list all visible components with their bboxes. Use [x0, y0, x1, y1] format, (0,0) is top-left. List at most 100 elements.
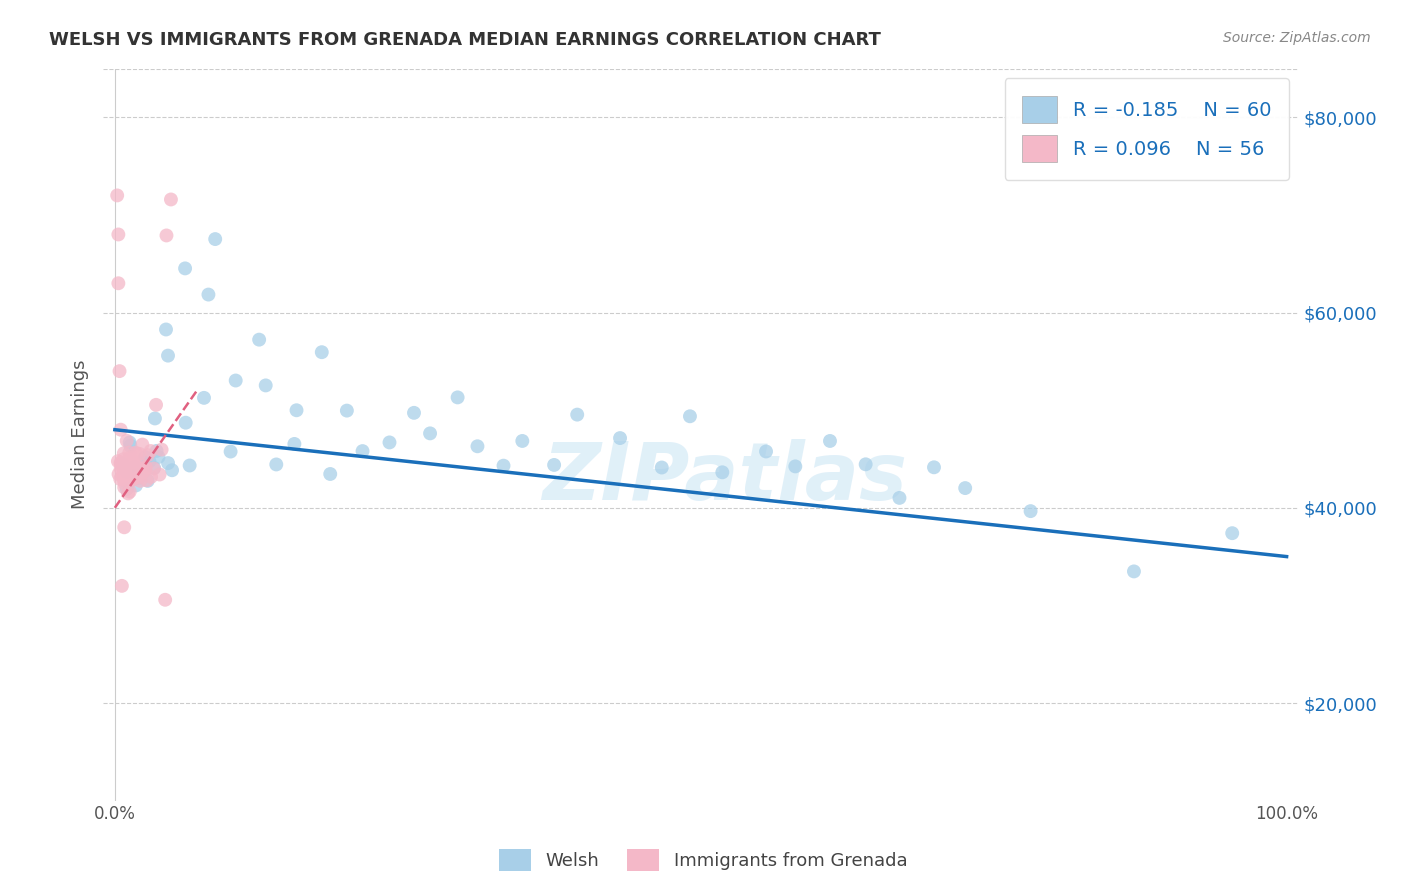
- Point: [467, 439, 489, 453]
- Point: [112, 446, 135, 460]
- Point: [118, 450, 141, 465]
- Point: [134, 450, 156, 464]
- Point: [121, 472, 143, 486]
- Point: [143, 411, 166, 425]
- Point: [111, 579, 134, 593]
- Point: [110, 457, 132, 471]
- Point: [115, 465, 138, 479]
- Point: [111, 457, 134, 471]
- Point: [112, 467, 135, 482]
- Point: [121, 473, 143, 487]
- Point: [247, 333, 270, 347]
- Point: [889, 491, 911, 505]
- Point: [107, 454, 129, 468]
- Point: [510, 434, 533, 448]
- Point: [319, 467, 342, 481]
- Point: [135, 460, 157, 475]
- Point: [127, 471, 149, 485]
- Point: [125, 445, 148, 459]
- Point: [110, 456, 132, 470]
- Point: [285, 403, 308, 417]
- Point: [115, 482, 138, 496]
- Text: Source: ZipAtlas.com: Source: ZipAtlas.com: [1223, 31, 1371, 45]
- Point: [129, 464, 152, 478]
- Point: [118, 435, 141, 450]
- Point: [135, 451, 157, 466]
- Y-axis label: Median Earnings: Median Earnings: [72, 359, 89, 509]
- Point: [114, 464, 136, 478]
- Point: [112, 452, 135, 467]
- Point: [150, 442, 173, 457]
- Point: [112, 520, 135, 534]
- Point: [149, 467, 172, 482]
- Point: [124, 469, 146, 483]
- Point: [419, 426, 441, 441]
- Point: [127, 470, 149, 484]
- Point: [179, 458, 201, 473]
- Point: [139, 470, 162, 484]
- Point: [121, 454, 143, 468]
- Point: [107, 277, 129, 291]
- Point: [122, 456, 145, 470]
- Point: [352, 444, 374, 458]
- Text: ZIPatlas: ZIPatlas: [543, 440, 907, 517]
- Point: [174, 416, 197, 430]
- Point: [225, 374, 247, 388]
- Point: [135, 473, 157, 487]
- Point: [155, 228, 177, 243]
- Point: [125, 447, 148, 461]
- Point: [609, 431, 631, 445]
- Point: [142, 461, 165, 475]
- Point: [651, 460, 673, 475]
- Point: [156, 349, 179, 363]
- Point: [105, 188, 128, 202]
- Point: [129, 458, 152, 472]
- Point: [145, 398, 167, 412]
- Point: [855, 458, 877, 472]
- Point: [120, 439, 142, 453]
- Point: [107, 467, 129, 482]
- Point: [283, 437, 305, 451]
- Point: [1019, 504, 1042, 518]
- Point: [922, 460, 945, 475]
- Point: [148, 450, 170, 464]
- Point: [125, 478, 148, 492]
- Point: [115, 434, 138, 448]
- Point: [110, 461, 132, 475]
- Point: [155, 322, 177, 336]
- Point: [204, 232, 226, 246]
- Point: [112, 472, 135, 486]
- Point: [266, 458, 288, 472]
- Point: [128, 447, 150, 461]
- Point: [110, 472, 132, 486]
- Point: [153, 592, 176, 607]
- Point: [402, 406, 425, 420]
- Point: [108, 364, 131, 378]
- Point: [145, 443, 167, 458]
- Point: [160, 463, 183, 477]
- Point: [136, 448, 159, 462]
- Point: [122, 455, 145, 469]
- Point: [114, 462, 136, 476]
- Point: [111, 459, 134, 474]
- Text: WELSH VS IMMIGRANTS FROM GRENADA MEDIAN EARNINGS CORRELATION CHART: WELSH VS IMMIGRANTS FROM GRENADA MEDIAN …: [49, 31, 882, 49]
- Point: [117, 486, 139, 500]
- Point: [567, 408, 589, 422]
- Point: [1123, 565, 1146, 579]
- Point: [139, 444, 162, 458]
- Point: [818, 434, 841, 448]
- Point: [118, 445, 141, 459]
- Point: [120, 457, 142, 471]
- Point: [114, 459, 136, 474]
- Point: [118, 454, 141, 468]
- Point: [193, 391, 215, 405]
- Point: [122, 455, 145, 469]
- Point: [711, 465, 734, 479]
- Point: [143, 461, 166, 475]
- Point: [114, 468, 136, 483]
- Point: [138, 454, 160, 468]
- Point: [136, 474, 159, 488]
- Point: [197, 287, 219, 301]
- Point: [124, 460, 146, 475]
- Point: [378, 435, 401, 450]
